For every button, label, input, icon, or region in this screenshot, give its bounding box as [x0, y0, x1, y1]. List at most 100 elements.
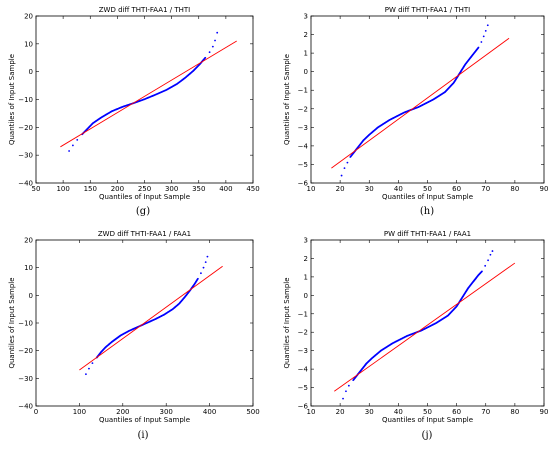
reference-line [331, 37, 510, 169]
y-tick-label: 3 [304, 237, 308, 245]
x-tick-label: 400 [203, 408, 216, 416]
x-tick-label: 80 [510, 185, 519, 193]
data-point [340, 174, 343, 177]
x-tick-label: 70 [481, 185, 490, 193]
x-tick-label: 200 [111, 185, 124, 193]
data-point [345, 390, 347, 393]
x-tick-label: 50 [32, 185, 41, 193]
data-point [206, 255, 209, 258]
data-point [68, 150, 70, 152]
y-tick-label: −20 [18, 124, 33, 132]
chart-title: ZWD diff THTI-FAA1 / FAA1 [98, 230, 191, 238]
x-tick-label: 10 [307, 185, 316, 193]
x-tick-label: 20 [336, 185, 345, 193]
y-tick-label: 0 [304, 68, 308, 76]
data-point [487, 259, 489, 262]
x-tick-label: 0 [34, 408, 38, 416]
data-point [484, 29, 487, 32]
data-point [91, 362, 94, 365]
x-tick-label: 30 [365, 185, 374, 193]
y-tick-label: −5 [298, 161, 308, 169]
x-axis-label: Quantiles of Input Sample [382, 416, 473, 424]
y-tick-label: 1 [304, 273, 308, 281]
data-point [481, 270, 483, 273]
y-tick-label: −4 [298, 142, 309, 150]
chart-title: PW diff THTI-FAA1 / FAA1 [384, 230, 471, 238]
y-axis-label: Quantiles of Input Sample [8, 277, 16, 368]
data-point [204, 56, 207, 59]
x-tick-label: 100 [73, 408, 86, 416]
y-tick-label: 2 [304, 255, 308, 263]
x-axis-label: Quantiles of Input Sample [382, 193, 473, 201]
y-tick-label: −3 [298, 124, 308, 132]
y-tick-label: −40 [18, 180, 33, 188]
data-point [342, 397, 344, 400]
data-point [211, 45, 214, 48]
x-tick-label: 40 [394, 408, 403, 416]
x-tick-label: 70 [481, 408, 490, 416]
y-tick-label: −2 [298, 105, 308, 113]
panel-label: (i) [137, 430, 148, 441]
x-tick-label: 90 [540, 408, 549, 416]
data-point [482, 35, 485, 38]
x-tick-label: 50 [423, 185, 432, 193]
y-tick-label: −30 [18, 152, 33, 160]
data-point [204, 261, 207, 264]
y-axis-label: Quantiles of Input Sample [283, 54, 291, 145]
y-tick-label: −40 [18, 403, 33, 411]
x-tick-label: 400 [219, 185, 232, 193]
chart-title: PW diff THTI-FAA1 / THTI [385, 6, 471, 14]
y-tick-label: −6 [298, 403, 309, 411]
x-tick-label: 40 [394, 185, 403, 193]
y-tick-label: 0 [29, 292, 33, 300]
y-tick-label: −1 [298, 310, 308, 318]
y-tick-label: 1 [304, 50, 308, 58]
data-point [71, 144, 74, 147]
data-point [200, 272, 202, 275]
data-point [480, 41, 483, 43]
data-point [343, 167, 346, 170]
x-tick-label: 150 [84, 185, 97, 193]
x-tick-label: 500 [246, 408, 259, 416]
plot-frame [310, 239, 545, 407]
y-tick-label: 20 [24, 237, 33, 245]
x-tick-label: 450 [246, 185, 259, 193]
reference-line [60, 40, 237, 148]
y-tick-label: −30 [18, 375, 33, 383]
data-point [491, 250, 494, 252]
data-point [208, 51, 211, 54]
y-tick-label: −1 [298, 87, 308, 95]
x-tick-label: 90 [540, 185, 549, 193]
data-point [484, 264, 487, 267]
y-tick-label: 0 [304, 292, 308, 300]
reference-line [334, 262, 516, 392]
x-tick-label: 100 [56, 185, 69, 193]
panel-label: (h) [420, 206, 434, 217]
data-point [489, 253, 492, 256]
y-tick-label: −3 [298, 347, 308, 355]
y-tick-label: −10 [18, 96, 33, 104]
data-point [216, 31, 219, 34]
x-tick-label: 20 [336, 408, 345, 416]
x-tick-label: 250 [138, 185, 151, 193]
data-point [88, 367, 90, 370]
y-tick-label: 20 [24, 13, 33, 21]
y-tick-label: −5 [298, 384, 308, 392]
y-tick-label: 2 [304, 31, 308, 39]
data-point [196, 277, 199, 280]
y-tick-label: −10 [18, 320, 33, 328]
x-tick-label: 300 [165, 185, 178, 193]
x-tick-label: 350 [192, 185, 205, 193]
y-tick-label: 10 [24, 40, 33, 48]
x-tick-label: 300 [160, 408, 173, 416]
data-point [346, 161, 349, 164]
y-tick-label: −20 [18, 347, 33, 355]
y-tick-label: 0 [29, 68, 33, 76]
y-tick-label: −2 [298, 329, 308, 337]
y-tick-label: 10 [24, 264, 33, 272]
data-point [486, 24, 489, 27]
